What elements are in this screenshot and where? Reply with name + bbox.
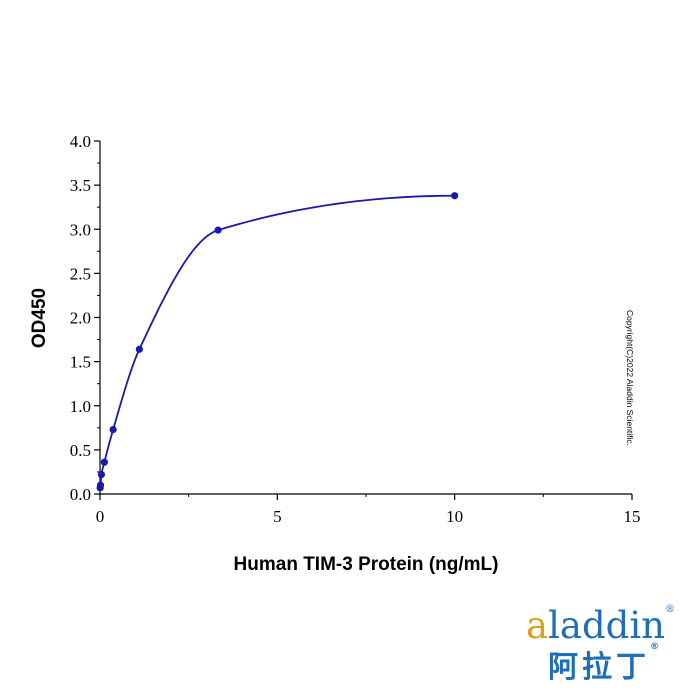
data-point	[451, 192, 459, 200]
y-tick-label: 1.5	[70, 353, 91, 372]
logo-chinese-text: 阿拉丁®	[548, 642, 659, 686]
y-tick-label: 0.5	[70, 441, 91, 460]
x-axis-title: Human TIM-3 Protein (ng/mL)	[234, 554, 499, 575]
logo-registered-mark: ®	[665, 604, 675, 615]
logo-gold-a: a	[526, 604, 549, 647]
data-points-layer	[96, 192, 459, 492]
logo-latin-text: aladdin®	[526, 604, 675, 647]
ticks: 0.0 0.5 1.0 1.5 2.0 2.5 3.0 3.5 4.0 0 5 10 15	[70, 132, 641, 526]
x-tick-label: 0	[96, 507, 105, 526]
data-point	[214, 226, 222, 234]
logo-latin-rest: laddin	[548, 604, 665, 647]
x-tick-label: 5	[273, 507, 282, 526]
y-tick-label: 1.0	[70, 397, 91, 416]
y-tick-label: 2.0	[70, 309, 91, 328]
y-tick-label: 2.5	[70, 264, 91, 283]
y-tick-label: 3.5	[70, 176, 91, 195]
y-tick-label: 3.0	[70, 220, 91, 239]
data-point	[109, 425, 117, 434]
data-point	[135, 345, 143, 353]
y-axis-title: OD450	[29, 288, 50, 348]
x-tick-label: 10	[446, 507, 463, 526]
fit-curve-layer	[99, 194, 455, 488]
logo-chinese-chars: 阿拉丁	[548, 650, 650, 685]
data-point	[96, 481, 105, 489]
fit-curve	[99, 194, 455, 488]
y-tick-label: 0.0	[70, 485, 91, 504]
axes	[99, 141, 632, 495]
data-point	[100, 458, 108, 466]
x-tick-label: 15	[624, 507, 641, 526]
aladdin-logo: aladdin® 阿拉丁®	[526, 604, 686, 686]
data-point	[97, 470, 106, 479]
copyright-annotation: Copyright(C)2022 Aladdin Scientific.	[625, 310, 635, 446]
logo-chinese-registered-mark: ®	[650, 642, 659, 652]
y-tick-label: 4.0	[70, 132, 91, 151]
